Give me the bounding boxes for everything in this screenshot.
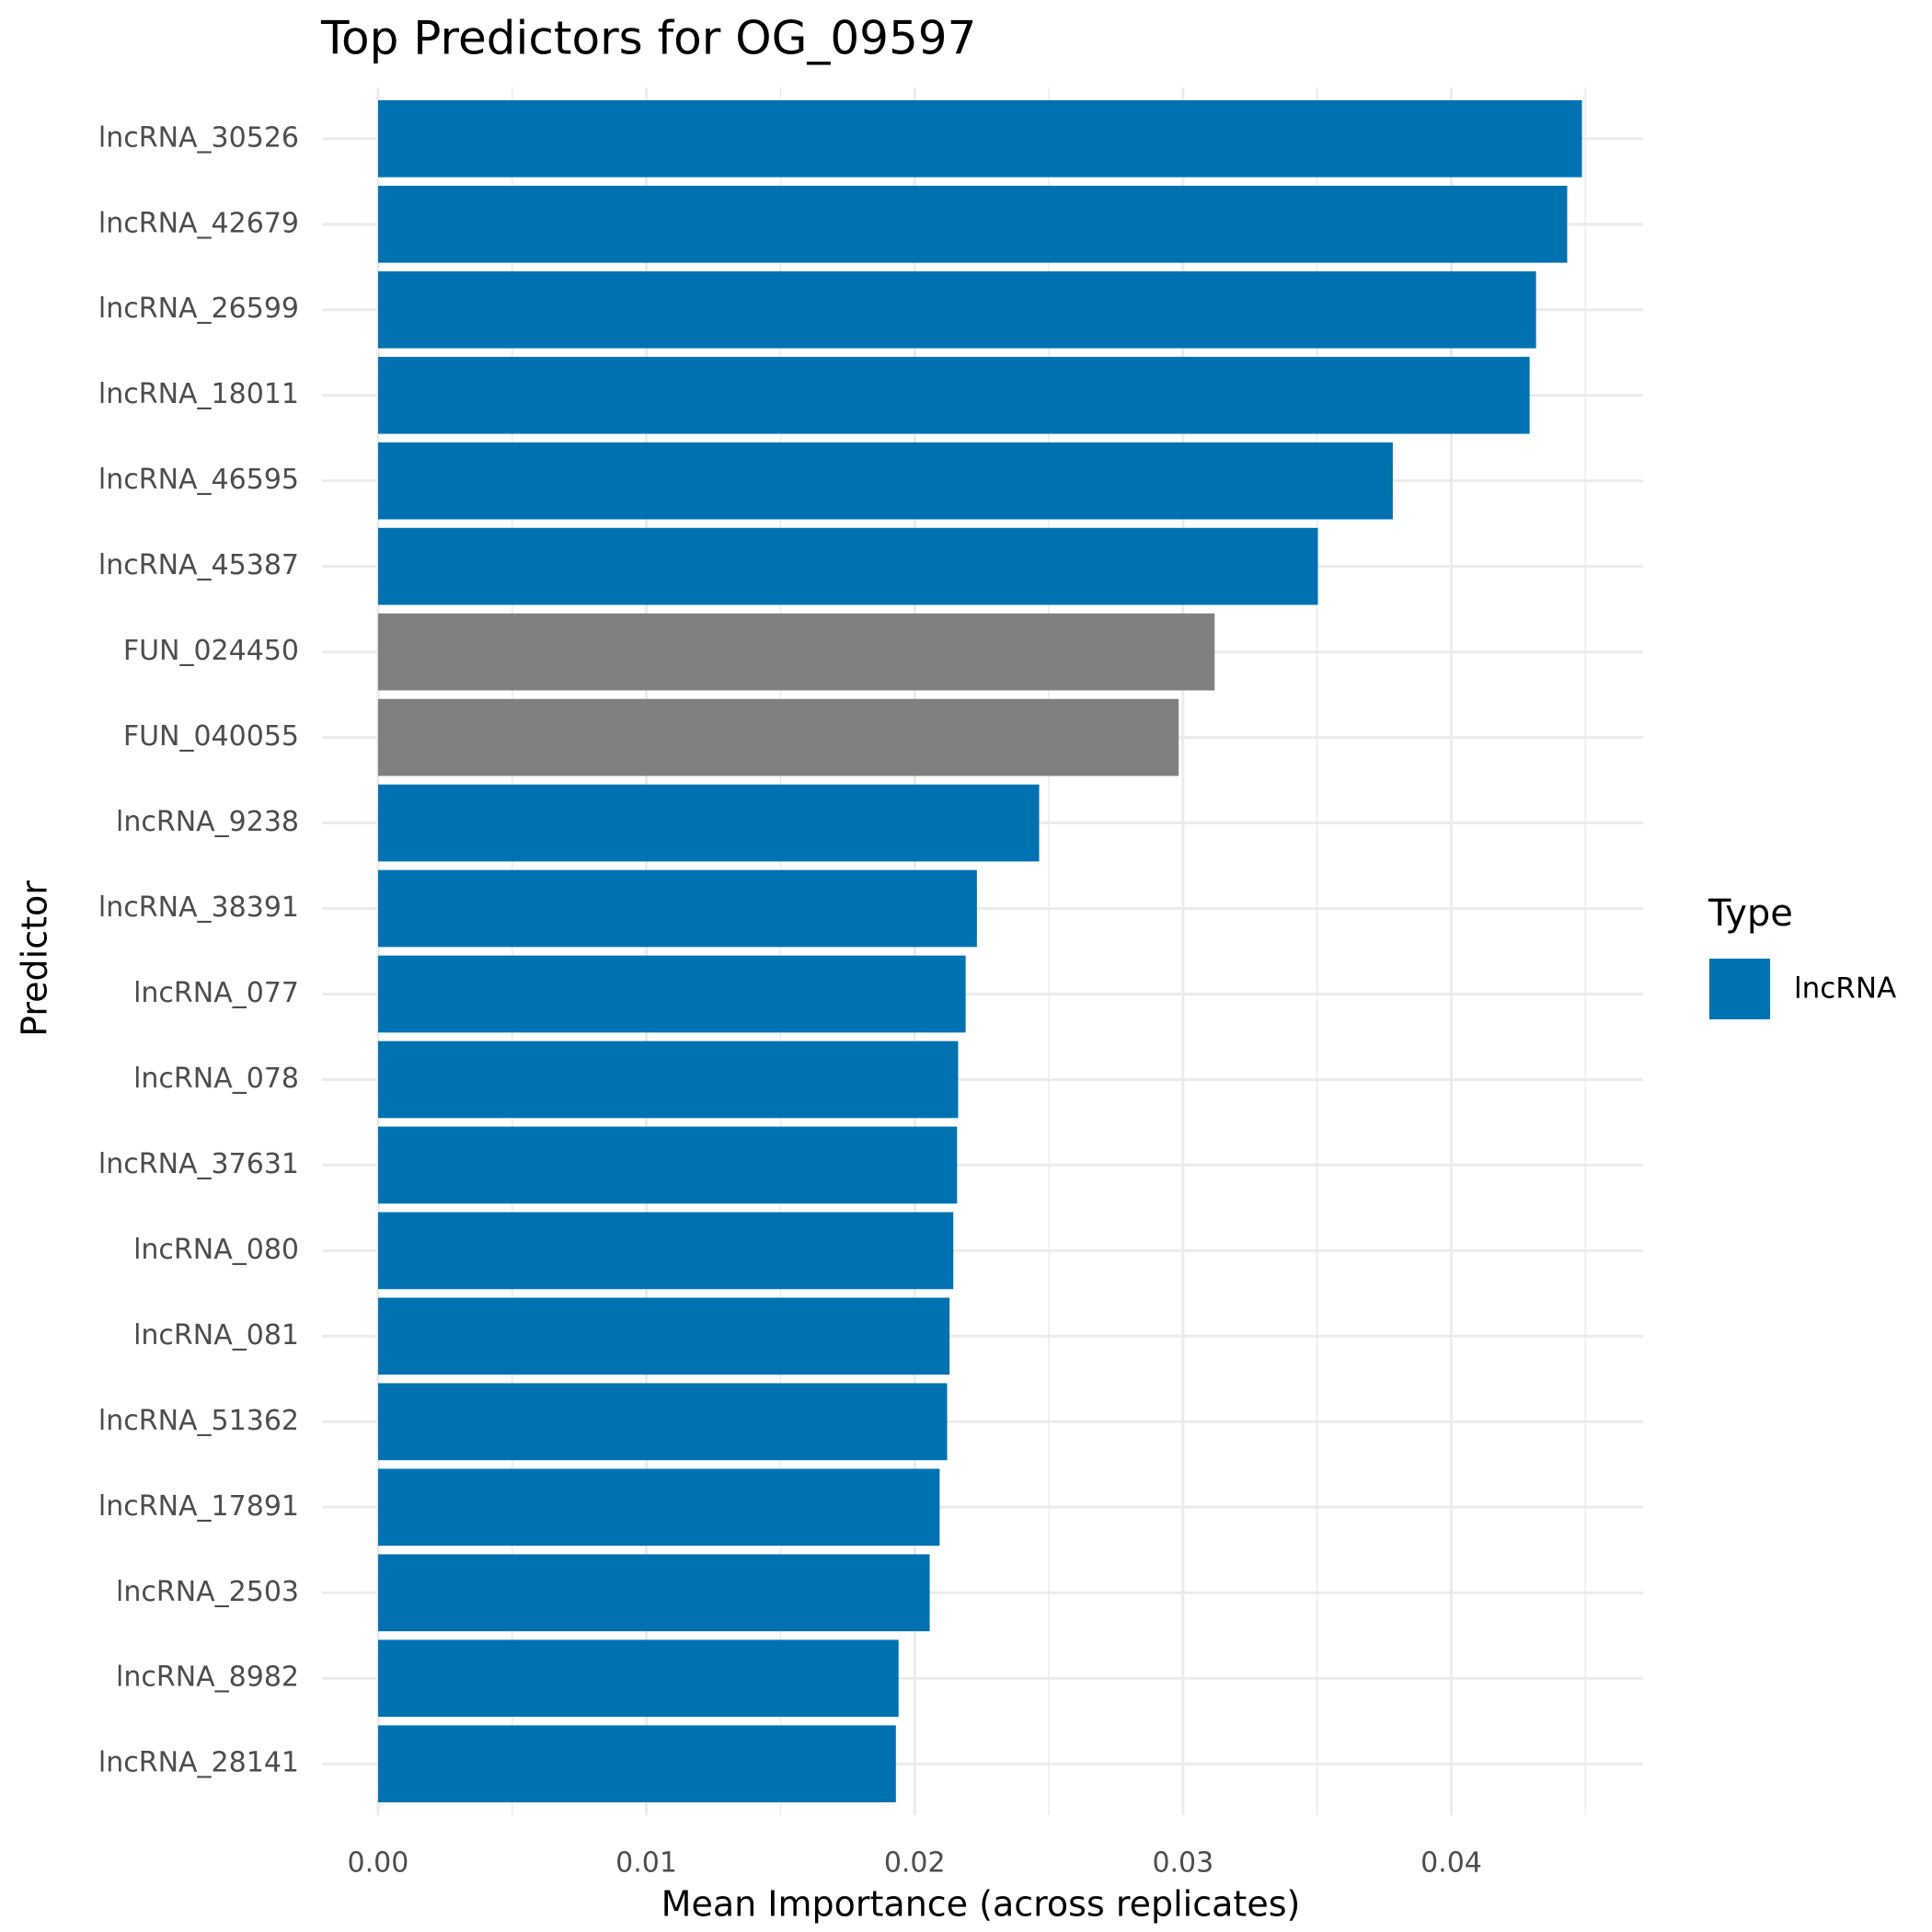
bar — [377, 784, 1040, 862]
bar — [377, 270, 1536, 349]
y-tick-label: lncRNA_9238 — [116, 806, 299, 838]
x-tick-label: 0.02 — [884, 1847, 946, 1880]
bar — [377, 955, 966, 1033]
y-tick-label: lncRNA_42679 — [98, 207, 299, 239]
y-tick-label: lncRNA_078 — [133, 1063, 299, 1095]
x-tick-label: 0.00 — [348, 1847, 409, 1880]
y-tick-label: lncRNA_28141 — [98, 1747, 299, 1779]
y-tick-label: FUN_040055 — [123, 720, 299, 753]
x-axis-title: Mean Importance (across replicates) — [661, 1884, 1301, 1925]
bar — [377, 1383, 948, 1461]
bar — [377, 1639, 899, 1718]
bar — [377, 356, 1530, 434]
bar — [377, 1725, 896, 1803]
legend-title: Type — [1708, 892, 1793, 935]
bar — [377, 1126, 958, 1204]
bar — [377, 1297, 950, 1375]
bar — [377, 613, 1215, 691]
x-tick-label: 0.03 — [1152, 1847, 1213, 1880]
y-tick-label: lncRNA_17891 — [98, 1490, 299, 1523]
y-tick-label: lncRNA_51362 — [98, 1405, 299, 1437]
x-tick-label: 0.01 — [615, 1847, 677, 1880]
bar — [377, 185, 1568, 263]
bar — [377, 99, 1582, 178]
bar — [377, 698, 1179, 776]
y-tick-label: lncRNA_30526 — [98, 121, 299, 154]
y-tick-label: lncRNA_46595 — [98, 464, 299, 496]
bar — [377, 1468, 940, 1547]
bar — [377, 442, 1393, 520]
bar — [377, 1212, 954, 1290]
y-tick-label: lncRNA_18011 — [98, 378, 299, 410]
y-tick-label: lncRNA_081 — [133, 1319, 299, 1351]
y-tick-label: FUN_024450 — [123, 635, 299, 667]
y-tick-label: lncRNA_38391 — [98, 891, 299, 924]
y-tick-label: lncRNA_077 — [133, 977, 299, 1009]
y-tick-label: lncRNA_37631 — [98, 1148, 299, 1180]
x-tick-label: 0.04 — [1420, 1847, 1482, 1880]
bar — [377, 527, 1318, 605]
y-tick-label: lncRNA_080 — [133, 1234, 299, 1266]
legend-key — [1709, 959, 1770, 1019]
bar — [377, 1554, 930, 1632]
y-axis-title: Predictor — [15, 880, 55, 1037]
y-tick-label: lncRNA_26599 — [98, 293, 299, 325]
bar — [377, 869, 977, 948]
y-tick-label: lncRNA_8982 — [116, 1662, 299, 1694]
chart-title: Top Predictors for OG_09597 — [320, 12, 976, 65]
y-tick-label: lncRNA_45387 — [98, 549, 299, 581]
y-tick-label: lncRNA_2503 — [116, 1576, 299, 1608]
legend-label: lncRNA — [1794, 972, 1896, 1006]
bar — [377, 1041, 959, 1119]
